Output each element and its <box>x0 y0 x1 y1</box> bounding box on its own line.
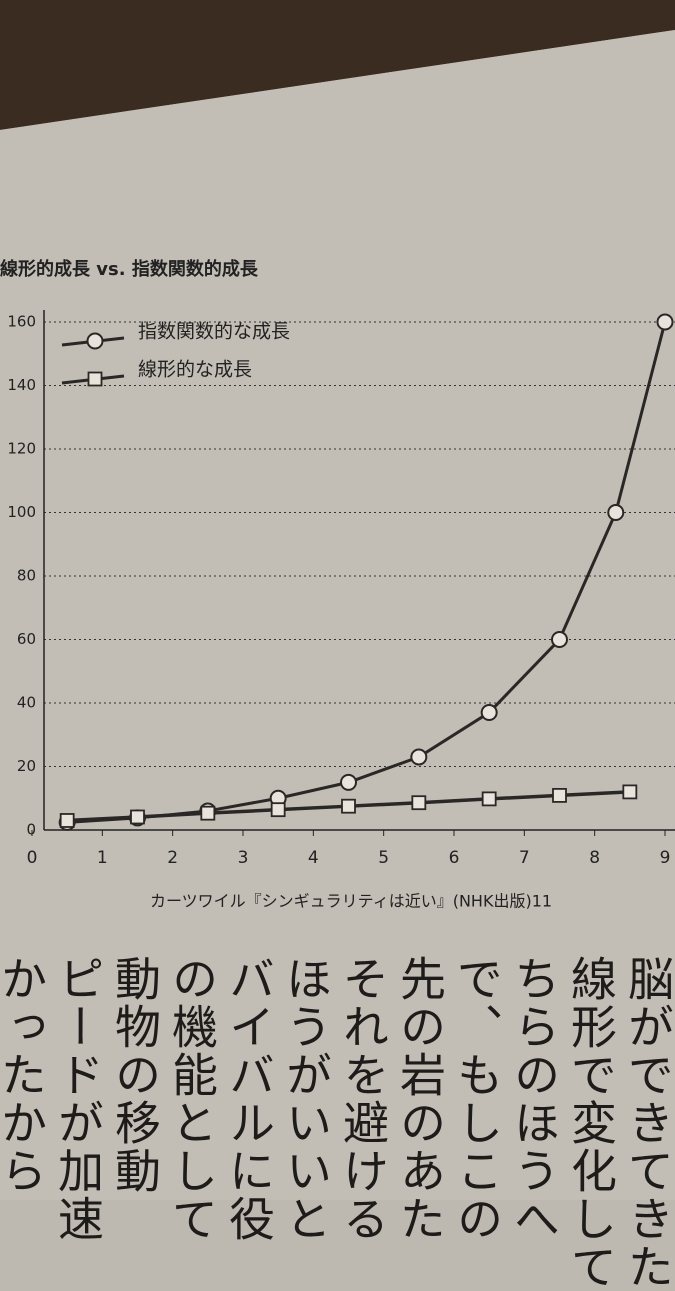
x-tick-label: 4 <box>308 848 319 868</box>
body-text-column: 脳ができてきた <box>621 955 675 1291</box>
x-tick-label: 9 <box>660 848 671 868</box>
legend-label: 指数関数的な成長 <box>138 321 290 343</box>
y-tick-label: 160 <box>7 313 36 331</box>
body-text-column: 線形で変化して <box>564 955 618 1291</box>
x-tick-label: 6 <box>449 848 460 868</box>
chart: 線形的成長 vs. 指数関数的成長 カーツワイル『シンギュラリティは近い』(NH… <box>0 0 675 1200</box>
paper <box>0 30 675 1200</box>
x-tick-label: 2 <box>167 848 178 868</box>
y-tick-label: 80 <box>17 567 36 585</box>
data-point <box>552 787 567 803</box>
data-point <box>622 784 638 800</box>
x-tick-label: 5 <box>378 848 389 868</box>
x-tick-label: 8 <box>589 848 600 868</box>
data-point <box>411 795 427 811</box>
data-point <box>551 631 568 648</box>
data-point <box>410 748 428 766</box>
x-tick-label: 0 <box>27 848 38 868</box>
x-tick-label: 1 <box>97 848 108 868</box>
body-text-column: かったから <box>0 955 48 1195</box>
x-tick-label: 7 <box>519 848 530 868</box>
body-text-column: ほうがいいと <box>279 955 333 1243</box>
background-wood <box>0 0 675 130</box>
y-tick-label: 20 <box>17 757 36 775</box>
data-point <box>340 773 357 791</box>
y-tick-label: 140 <box>7 376 36 394</box>
y-tick-label: 120 <box>7 440 36 458</box>
chart-title: 線形的成長 vs. 指数関数的成長 <box>0 258 259 280</box>
legend-label: 線形的な成長 <box>138 359 252 381</box>
legend-marker <box>86 332 104 350</box>
body-text-column: バイバルに役 <box>222 955 276 1243</box>
data-point <box>481 791 497 807</box>
body-text-column: 先の岩のあた <box>393 955 447 1243</box>
data-point <box>200 805 216 821</box>
body-text-column: ちらのほうへ <box>507 955 561 1243</box>
body-text-column: ピードが加速 <box>51 955 105 1243</box>
data-point <box>656 313 674 331</box>
data-point <box>341 798 356 814</box>
data-point <box>59 813 75 828</box>
data-point <box>130 809 145 825</box>
x-tick-label: 3 <box>238 848 249 868</box>
data-point <box>607 504 625 521</box>
y-tick-label: 0 <box>26 821 36 839</box>
y-tick-label: 40 <box>17 694 36 712</box>
body-text-column: の機能として <box>165 955 219 1243</box>
body-text-column: それを避ける <box>336 955 390 1243</box>
body-text-column: で、もしこの <box>450 955 504 1243</box>
data-point <box>480 704 498 722</box>
y-tick-label: 60 <box>17 630 36 648</box>
body-text-column: 動物の移動 <box>108 955 162 1195</box>
data-point <box>270 802 286 818</box>
y-tick-label: 100 <box>7 503 36 521</box>
caption: カーツワイル『シンギュラリティは近い』(NHK出版)11 <box>150 892 552 911</box>
legend-marker <box>87 371 103 387</box>
